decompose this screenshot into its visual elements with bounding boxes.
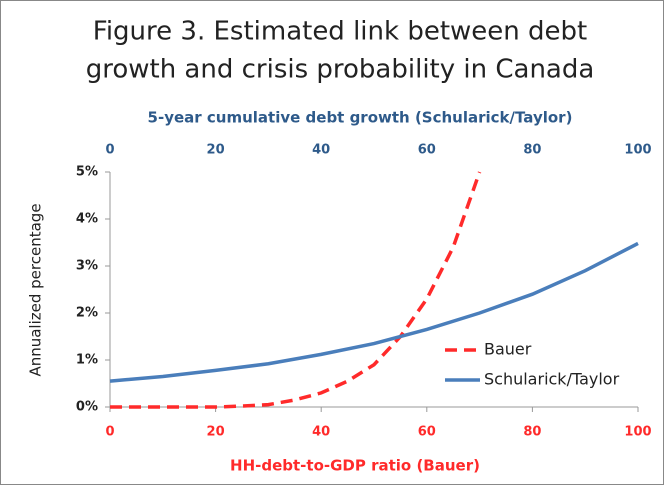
y-tick-label: 2% <box>76 306 98 321</box>
chart-title: Figure 3. Estimated link between debt <box>93 17 587 47</box>
x-tick-label: 100 <box>624 425 651 440</box>
x-tick-label: 0 <box>105 425 114 440</box>
y-tick-label: 1% <box>76 353 98 368</box>
legend-label: Schularick/Taylor <box>484 370 620 389</box>
x-tick-label: 40 <box>312 425 330 440</box>
chart-title: growth and crisis probability in Canada <box>86 55 595 85</box>
x-axis-label: HH-debt-to-GDP ratio (Bauer) <box>230 457 480 475</box>
x-tick-label: 80 <box>523 425 541 440</box>
x2-axis-label: 5-year cumulative debt growth (Schularic… <box>148 109 573 127</box>
y-tick-label: 3% <box>76 259 98 274</box>
series-line <box>110 171 482 409</box>
x-tick-label: 60 <box>418 425 436 440</box>
x2-tick-label: 40 <box>312 143 330 158</box>
x2-tick-label: 60 <box>418 143 436 158</box>
y-tick-label: 0% <box>76 400 98 415</box>
x2-tick-label: 0 <box>105 143 114 158</box>
x2-tick-label: 100 <box>624 143 651 158</box>
series-line <box>109 241 639 383</box>
x2-tick-label: 20 <box>207 143 225 158</box>
y-tick-label: 5% <box>76 165 98 180</box>
y-tick-label: 4% <box>76 212 98 227</box>
x2-tick-label: 80 <box>523 143 541 158</box>
x-tick-label: 20 <box>207 425 225 440</box>
legend-label: Bauer <box>484 340 532 359</box>
y-axis-label: Annualized percentage <box>27 203 45 376</box>
